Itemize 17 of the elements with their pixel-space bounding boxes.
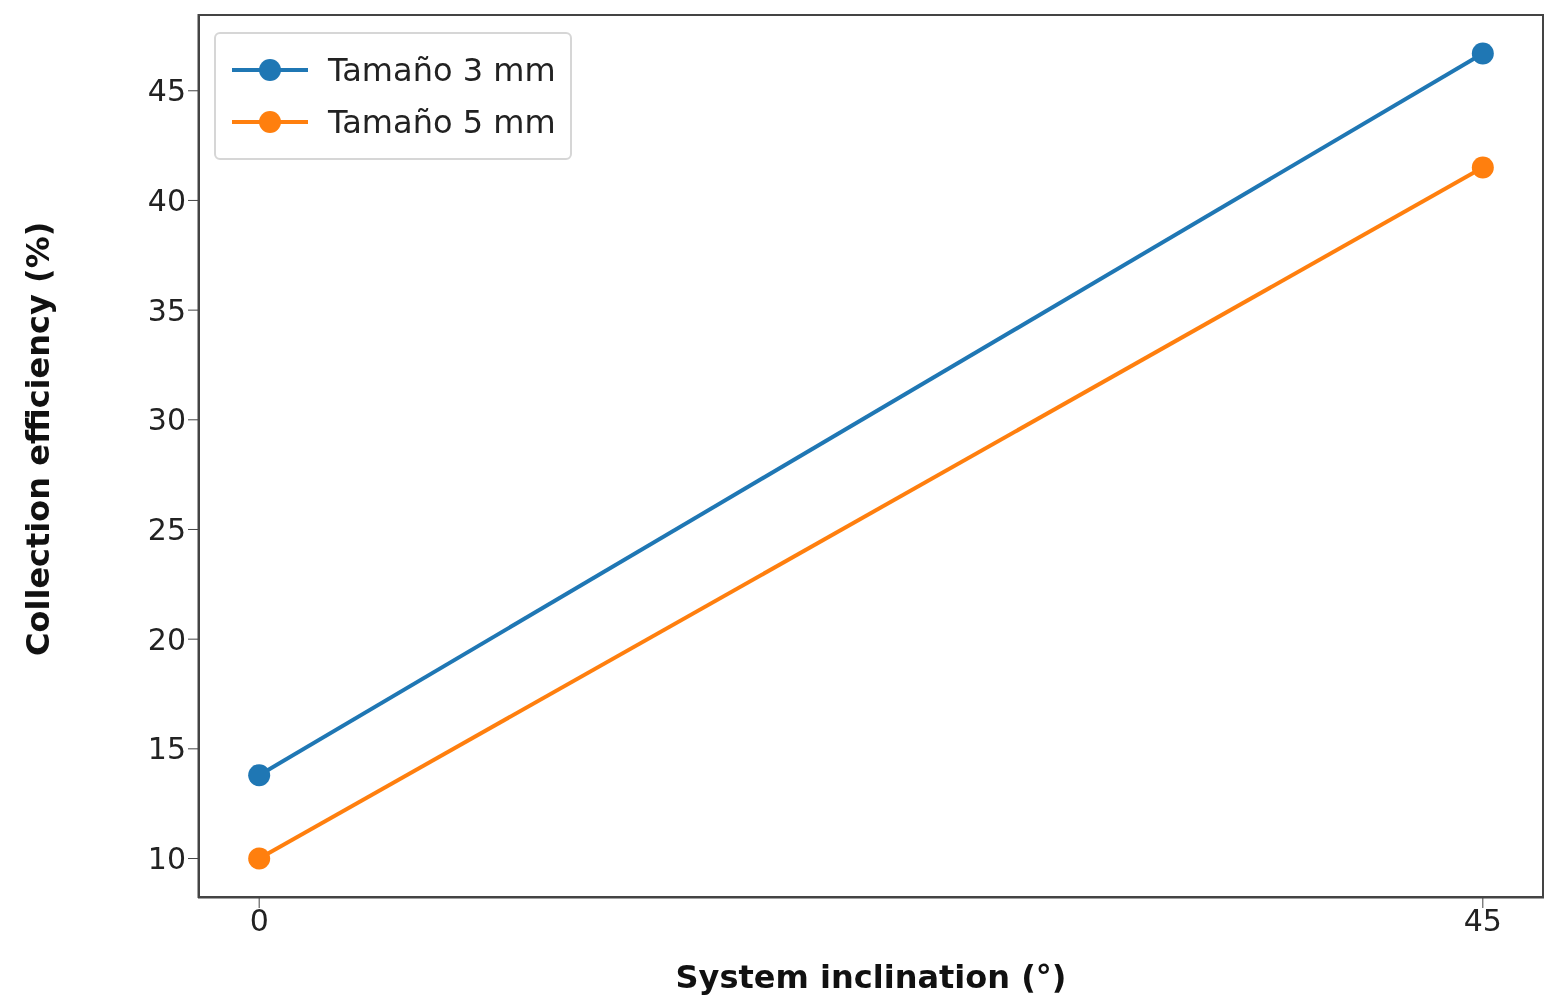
point (1471, 156, 1494, 179)
y-tick-label: 25 (147, 512, 186, 548)
legend-label: Tamaño 5 mm (328, 103, 556, 141)
legend-label: Tamaño 3 mm (328, 51, 556, 89)
y-tick-label: 40 (147, 183, 186, 219)
y-tick-label: 45 (147, 73, 186, 109)
y-tick-label: 10 (147, 841, 186, 877)
point (248, 764, 271, 787)
y-axis-title: Collection efficiency (%) (19, 221, 58, 656)
y-tick-label: 30 (147, 402, 186, 438)
x-tick-label: 0 (249, 903, 269, 939)
y-tick-label: 20 (147, 621, 186, 657)
point (1471, 42, 1494, 65)
x-axis-title: System inclination (°) (675, 958, 1067, 996)
y-tick-label: 35 (147, 292, 186, 328)
y-tick-label: 15 (147, 731, 186, 767)
point (248, 847, 271, 870)
